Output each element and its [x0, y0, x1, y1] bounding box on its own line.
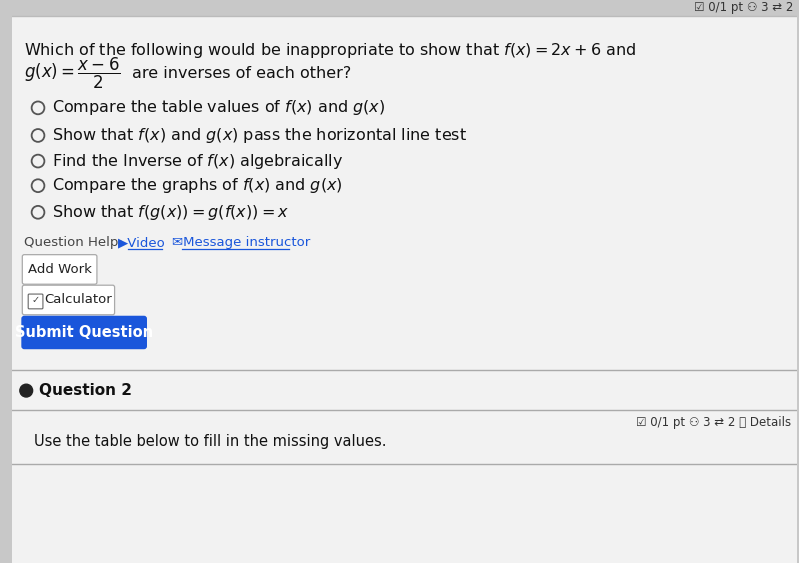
- Text: ▶Video: ▶Video: [117, 236, 165, 249]
- FancyBboxPatch shape: [28, 294, 43, 309]
- Text: Submit Question: Submit Question: [15, 325, 153, 340]
- Text: Which of the following would be inappropriate to show that $f(x) = 2x + 6$ and: Which of the following would be inapprop…: [24, 41, 636, 60]
- Text: Show that $f(x)$ and $g(x)$ pass the horizontal line test: Show that $f(x)$ and $g(x)$ pass the hor…: [52, 126, 467, 145]
- Text: Find the Inverse of $f(x)$ algebraically: Find the Inverse of $f(x)$ algebraically: [52, 151, 343, 171]
- Text: Add Work: Add Work: [28, 263, 92, 276]
- Text: $g(x) = \dfrac{x-6}{2}$: $g(x) = \dfrac{x-6}{2}$: [24, 56, 121, 91]
- FancyBboxPatch shape: [13, 16, 797, 563]
- FancyBboxPatch shape: [22, 316, 147, 349]
- Circle shape: [32, 155, 45, 167]
- Text: are inverses of each other?: are inverses of each other?: [133, 66, 352, 81]
- Text: Compare the table values of $f(x)$ and $g(x)$: Compare the table values of $f(x)$ and $…: [52, 99, 385, 117]
- Text: Question 2: Question 2: [39, 383, 132, 398]
- Circle shape: [20, 384, 33, 397]
- Text: ✓: ✓: [32, 295, 40, 305]
- Circle shape: [32, 179, 45, 192]
- Text: Calculator: Calculator: [45, 293, 112, 306]
- Circle shape: [32, 101, 45, 114]
- Text: Show that $f(g(x)) = g(f(x)) = x$: Show that $f(g(x)) = g(f(x)) = x$: [52, 203, 289, 222]
- Circle shape: [32, 129, 45, 142]
- Text: Question Help:: Question Help:: [24, 236, 127, 249]
- FancyBboxPatch shape: [22, 254, 97, 284]
- Text: Compare the graphs of $f(x)$ and $g(x)$: Compare the graphs of $f(x)$ and $g(x)$: [52, 176, 343, 195]
- Text: ✉Message instructor: ✉Message instructor: [172, 236, 310, 249]
- FancyBboxPatch shape: [22, 285, 114, 315]
- Text: ☑ 0/1 pt ⚇ 3 ⇄ 2: ☑ 0/1 pt ⚇ 3 ⇄ 2: [694, 1, 793, 14]
- Circle shape: [32, 206, 45, 218]
- Text: ☑ 0/1 pt ⚇ 3 ⇄ 2 ⓘ Details: ☑ 0/1 pt ⚇ 3 ⇄ 2 ⓘ Details: [636, 415, 791, 428]
- Text: Use the table below to fill in the missing values.: Use the table below to fill in the missi…: [34, 434, 387, 449]
